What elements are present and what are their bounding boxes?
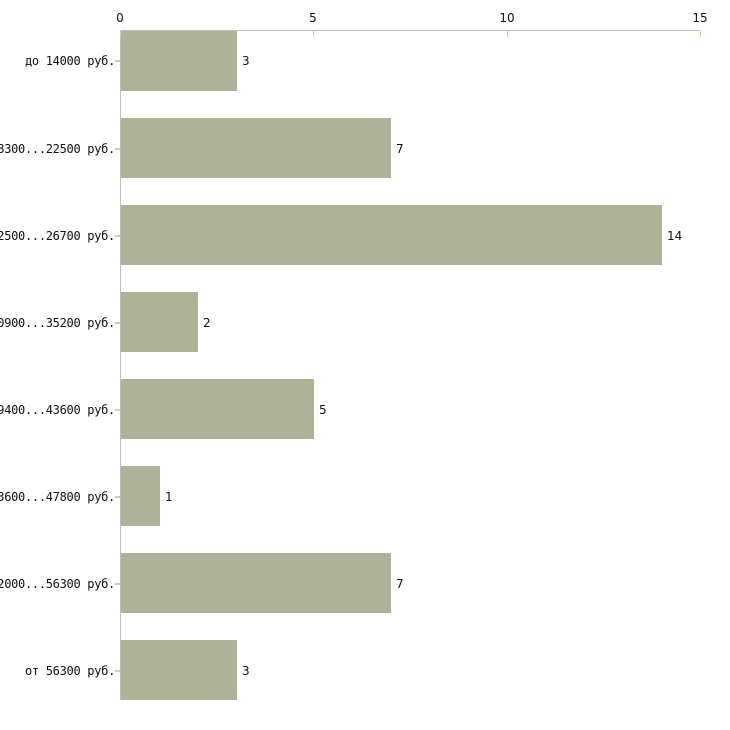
bar-segment	[121, 466, 160, 526]
y-axis-tick	[115, 148, 120, 150]
y-axis-tick	[115, 583, 120, 585]
bar-segment	[121, 292, 198, 352]
x-axis-tick-label: 5	[309, 11, 317, 25]
y-axis-tick	[115, 235, 120, 237]
x-axis-line	[120, 30, 700, 31]
category-label: 22500...26700 руб.	[0, 229, 115, 243]
bar-value-label: 3	[242, 664, 250, 678]
y-axis-tick	[115, 496, 120, 498]
bar-value-label: 7	[396, 142, 404, 156]
y-axis-tick	[115, 322, 120, 324]
x-axis-tick	[507, 31, 508, 37]
x-axis-tick-label: 10	[499, 11, 515, 25]
x-axis-tick	[313, 31, 314, 37]
bar-segment	[121, 205, 662, 265]
bar-segment	[121, 379, 314, 439]
y-axis-tick	[115, 409, 120, 411]
category-label: 18300...22500 руб.	[0, 142, 115, 156]
bar-segment	[121, 118, 391, 178]
category-label: 30900...35200 руб.	[0, 316, 115, 330]
y-axis-line	[120, 30, 121, 700]
bar-segment	[121, 640, 237, 700]
bar-segment	[121, 553, 391, 613]
bar-value-label: 5	[319, 403, 327, 417]
category-label: от 56300 руб.	[24, 664, 115, 678]
x-axis-tick-label: 15	[692, 11, 708, 25]
category-label: до 14000 руб.	[24, 54, 115, 68]
bar-value-label: 14	[667, 229, 683, 243]
bar-value-label: 2	[203, 316, 211, 330]
category-label: 43600...47800 руб.	[0, 490, 115, 504]
x-axis-tick-label: 0	[116, 11, 124, 25]
category-label: 52000...56300 руб.	[0, 577, 115, 591]
x-axis-tick	[700, 31, 701, 37]
bar-value-label: 1	[165, 490, 173, 504]
x-axis-tick	[120, 31, 121, 37]
y-axis-tick	[115, 670, 120, 672]
y-axis-tick	[115, 60, 120, 62]
bar-value-label: 3	[242, 54, 250, 68]
category-label: 39400...43600 руб.	[0, 403, 115, 417]
bar-segment	[121, 31, 237, 91]
bar-value-label: 7	[396, 577, 404, 591]
